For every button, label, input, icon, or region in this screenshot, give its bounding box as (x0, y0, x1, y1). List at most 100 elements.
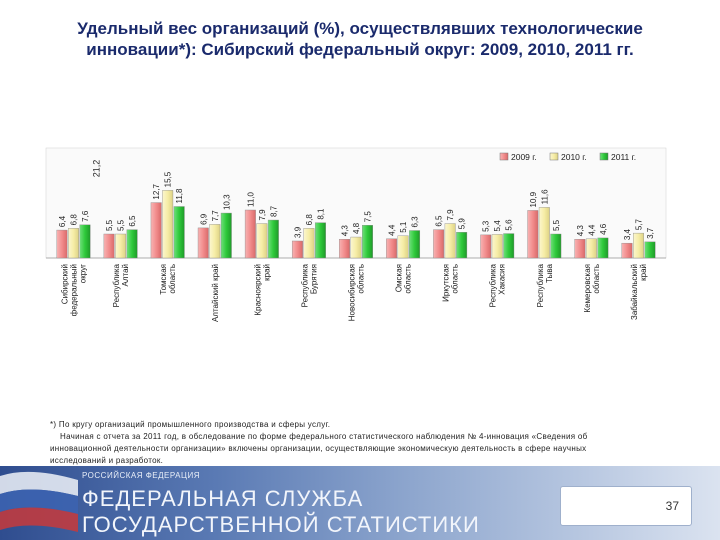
bar (197, 227, 209, 259)
data-label: 5,3 (482, 220, 491, 232)
data-label: 10,9 (529, 191, 538, 207)
bar (267, 219, 279, 259)
category-label-line: Забайкальский (630, 264, 639, 320)
category-label-line: область (592, 264, 601, 294)
data-label: 8,7 (269, 205, 278, 217)
data-label: 6,5 (435, 215, 444, 227)
data-label: 7,9 (446, 209, 455, 221)
data-label: 6,8 (305, 214, 314, 226)
data-label: 7,5 (364, 211, 373, 223)
category-label: Новосибирская область (348, 264, 366, 321)
footer-banner: РОССИЙСКАЯ ФЕДЕРАЦИЯ ФЕДЕРАЛЬНАЯ СЛУЖБА … (0, 466, 720, 540)
category-label: Красноярский край (253, 264, 271, 316)
data-label: 6,8 (70, 214, 79, 226)
data-label: 5,5 (552, 219, 561, 231)
data-label: 6,4 (58, 215, 67, 227)
bar (503, 233, 515, 259)
data-label: 6,5 (128, 215, 137, 227)
data-label: 5,6 (505, 219, 514, 231)
data-label: 4,4 (587, 224, 596, 236)
category-label-line: Республика (489, 263, 498, 307)
bar (103, 233, 115, 259)
category-label-line: Хакасия (498, 264, 507, 295)
data-label: 5,5 (105, 219, 114, 231)
data-label: 7,9 (258, 209, 267, 221)
org-name-line-1: ФЕДЕРАЛЬНАЯ СЛУЖБА (82, 486, 364, 511)
category-label-line: Бурятия (309, 264, 318, 294)
footnote-line-1: *) По кругу организаций промышленного пр… (50, 420, 331, 429)
footnote-line-4: исследований и разработок. (50, 456, 164, 465)
bar (126, 229, 138, 259)
bar (644, 241, 656, 259)
bar (633, 232, 644, 259)
category-label: Омская область (395, 264, 413, 294)
bar (444, 223, 456, 259)
legend-swatch (499, 152, 509, 161)
data-label: 6,3 (411, 216, 420, 228)
data-label: 4,6 (599, 223, 608, 235)
footnote-line-2: Начиная с отчета за 2011 год, в обследов… (60, 432, 588, 441)
category-label-line: область (451, 264, 460, 294)
bar (550, 233, 562, 259)
data-label: 5,7 (634, 218, 643, 230)
bar (56, 229, 68, 259)
data-label: 5,9 (458, 218, 467, 230)
extra-data-label: 21,2 (91, 160, 101, 178)
bar (314, 222, 326, 259)
bar (209, 224, 221, 259)
bar (480, 234, 492, 259)
data-label: 15,5 (164, 171, 173, 187)
data-label: 3,4 (623, 228, 632, 240)
category-label: Алтайский край (211, 264, 220, 322)
category-label: Сибирский федеральный округ (61, 264, 88, 316)
category-label-line: Республика (300, 263, 309, 307)
data-label: 3,9 (293, 226, 302, 238)
category-label: Республика Бурятия (300, 263, 318, 307)
bar (115, 233, 127, 259)
category-label: Томская область (159, 264, 177, 295)
category-label-line: федеральный (70, 264, 79, 316)
category-label-line: область (168, 264, 177, 294)
data-label: 7,6 (81, 210, 90, 222)
category-label-line: Омская (395, 264, 404, 292)
data-label: 11,8 (175, 188, 184, 204)
category-label: Республика Тыва (536, 263, 554, 307)
category-label-line: край (262, 264, 271, 281)
title-line-2: инновации*): Сибирский федеральный округ… (86, 40, 634, 59)
category-label-line: Сибирский (61, 264, 70, 304)
legend-label: 2009 г. (511, 152, 537, 162)
bar (597, 237, 609, 259)
bar (362, 225, 373, 259)
bar (244, 209, 256, 259)
data-label: 11,6 (540, 189, 549, 205)
category-label-line: Тыва (545, 263, 554, 282)
bar (574, 239, 586, 259)
bar (433, 229, 445, 259)
category-label-line: Иркутская (442, 264, 451, 302)
bar (303, 228, 315, 259)
chart-title: Удельный вес организаций (%), осуществля… (30, 18, 690, 60)
category-label-line: Томская (159, 264, 168, 295)
legend-label: 2011 г. (611, 152, 636, 162)
data-label: 3,7 (646, 227, 655, 239)
bar (256, 223, 268, 259)
category-label-line: область (404, 264, 413, 294)
data-label: 5,5 (117, 219, 126, 231)
data-label: 4,3 (576, 225, 585, 237)
bar (291, 240, 303, 259)
legend-label: 2010 г. (561, 152, 587, 162)
legend: 2009 г. 2010 г. 2011 г. (499, 152, 636, 162)
category-label: Республика Хакасия (489, 263, 507, 307)
page-number-box: 37 (560, 486, 692, 526)
bar (456, 232, 468, 259)
bar (527, 210, 539, 259)
data-label: 4,8 (352, 222, 361, 234)
bar (409, 230, 421, 259)
category-label-line: Алтай (121, 264, 130, 287)
country-label: РОССИЙСКАЯ ФЕДЕРАЦИЯ (82, 471, 200, 480)
bar (68, 228, 79, 259)
category-label-line: Республика (112, 263, 121, 307)
category-label: Забайкальский край (630, 264, 648, 320)
bar (162, 190, 174, 259)
data-label: 4,4 (388, 224, 397, 236)
